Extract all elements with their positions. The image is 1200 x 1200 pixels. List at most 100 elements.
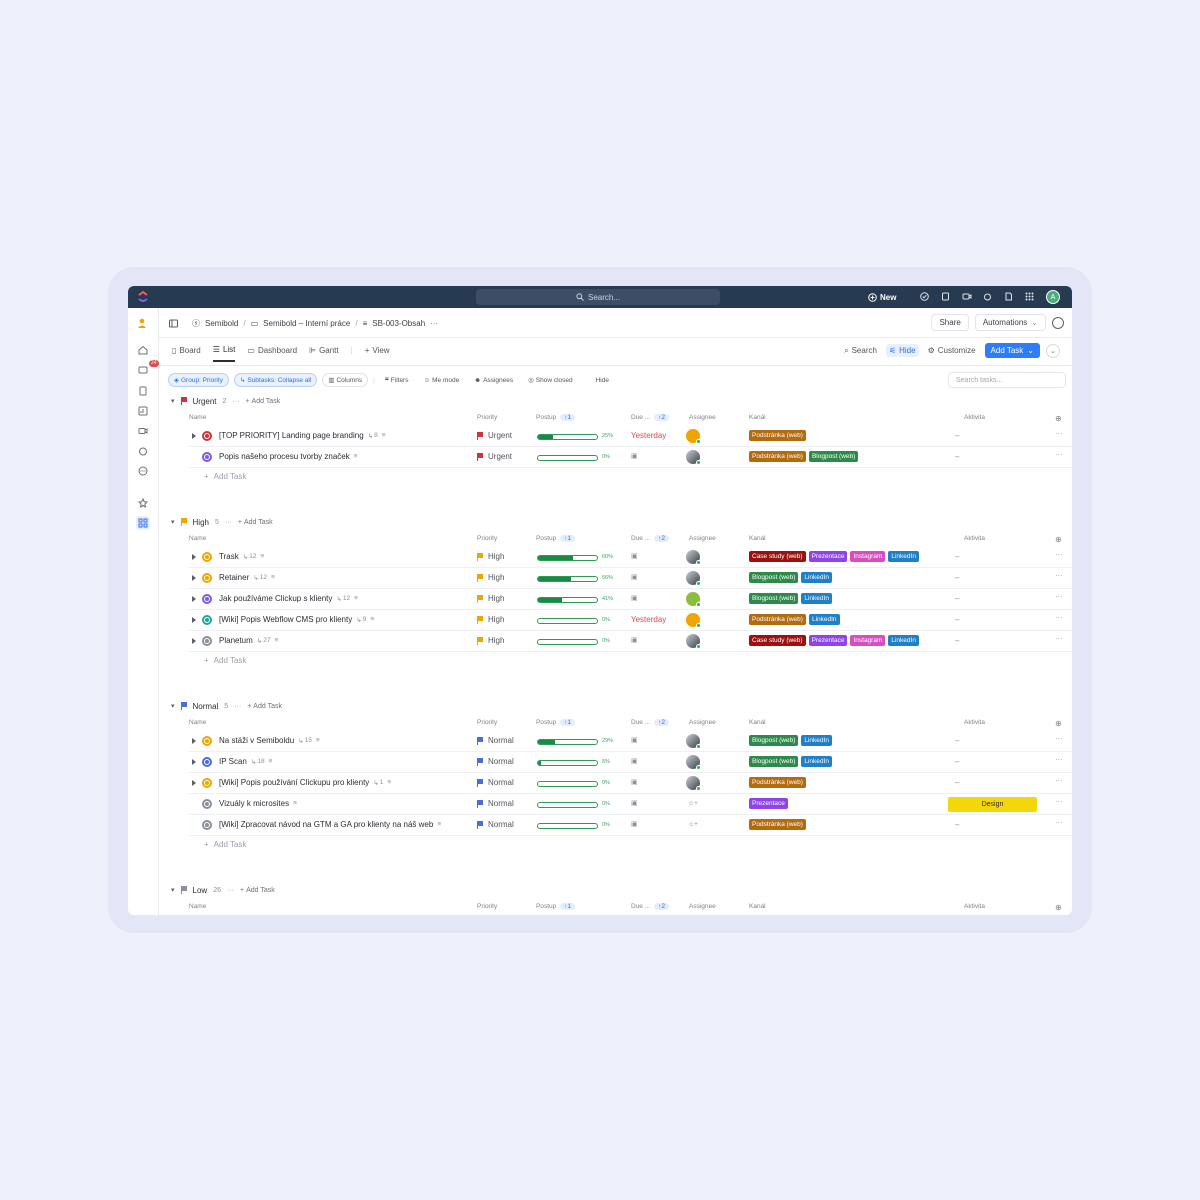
status-icon[interactable] [202,452,212,462]
task-name[interactable]: [Wiki] Zpracovat návod na GTM a GA pro k… [219,820,441,829]
more-icon[interactable]: ··· [227,886,234,894]
column-name[interactable]: Name [189,535,206,542]
channel-tag[interactable]: LinkedIn [801,572,832,583]
due-date-cell[interactable]: ▣ [631,736,638,744]
aktivita-value[interactable]: – [955,431,960,440]
status-icon[interactable] [202,594,212,604]
aktivita-value[interactable]: – [955,736,960,745]
assignee-avatar[interactable] [686,755,701,770]
breadcrumb-space[interactable]: Semibold [205,318,239,328]
expand-caret-icon[interactable] [192,575,196,581]
notepad-icon[interactable] [939,290,952,303]
expand-caret-icon[interactable] [192,759,196,765]
subtask-count[interactable]: ↳ 18 [251,758,265,766]
column-aktivita[interactable]: Aktivita [964,414,985,421]
channel-tags[interactable]: Blogpost (web) LinkedIn [749,572,832,583]
assignee-avatar[interactable] [686,450,701,465]
clips-icon[interactable] [136,424,150,438]
row-more-icon[interactable]: ··· [1055,755,1063,764]
new-button[interactable]: New [868,290,896,304]
column-kanal[interactable]: Kanál [749,903,766,910]
subtask-count[interactable]: ↳ 27 [257,637,271,645]
sort-indicator[interactable]: ↑2 [654,903,670,910]
tab-dashboard[interactable]: ▭ Dashboard [247,346,297,361]
expand-caret-icon[interactable] [192,596,196,602]
channel-tag[interactable]: Blogpost (web) [749,572,799,583]
column-due[interactable]: Due ... ↑2 [631,414,670,421]
row-more-icon[interactable]: ··· [1055,429,1063,438]
task-name[interactable]: [Wiki] Popis používání Clickupu pro klie… [219,778,391,787]
task-row[interactable]: Na stáži v Semiboldu ↳ 15 ≡ Normal 29% ▣ Blogpo… [189,731,1072,752]
row-more-icon[interactable]: ··· [1055,571,1063,580]
customize-button[interactable]: ⚙ Customize [925,344,979,357]
chevron-down-icon[interactable]: ▾ [171,519,175,526]
status-icon[interactable] [202,757,212,767]
priority-cell[interactable]: High [477,594,504,603]
channel-tag[interactable]: Podstránka (web) [749,451,806,462]
task-row[interactable]: Trask ↳ 12 ≡ High 60% ▣ Case study (web) Prezent… [189,547,1072,568]
task-row[interactable]: [TOP PRIORITY] Landing page branding ↳ 8 ≡ U… [189,426,1072,447]
column-kanal[interactable]: Kanál [749,414,766,421]
workspace-icon[interactable] [136,316,150,330]
column-due[interactable]: Due ... ↑2 [631,719,670,726]
due-date-cell[interactable]: ▣ [631,636,638,644]
channel-tags[interactable]: Podstránka (web) [749,430,806,441]
channel-tag[interactable]: Instagram [850,635,886,646]
column-aktivita[interactable]: Aktivita [964,903,985,910]
aktivita-value[interactable]: Design [948,797,1037,812]
channel-tag[interactable]: Instagram [850,551,886,562]
tab-list[interactable]: ☰ List [212,345,236,362]
add-task-row[interactable]: + Add Task [204,472,246,481]
channel-tag[interactable]: LinkedIn [801,756,832,767]
sort-indicator[interactable]: ↑1 [560,535,576,542]
channel-tag[interactable]: Prezentace [808,635,848,646]
priority-cell[interactable]: Urgent [477,431,512,440]
status-icon[interactable] [202,431,212,441]
assignee-avatar[interactable] [686,429,701,444]
columns-chip[interactable]: ▥ Columns [322,373,369,387]
column-aktivita[interactable]: Aktivita [964,535,985,542]
chevron-down-icon[interactable]: ⌄ [1027,346,1034,355]
add-task-row[interactable]: + Add Task [204,840,246,849]
aktivita-value[interactable]: – [955,594,960,603]
expand-caret-icon[interactable] [192,554,196,560]
row-more-icon[interactable]: ··· [1055,776,1063,785]
column-assignee[interactable]: Assignee [689,535,716,542]
more-icon[interactable]: ··· [232,397,240,405]
sort-indicator[interactable]: ↑2 [654,719,670,726]
expand-chevron-icon[interactable]: ⌄ [1046,343,1060,358]
global-search[interactable]: Search... [476,289,720,305]
column-priority[interactable]: Priority [477,535,497,542]
row-more-icon[interactable]: ··· [1055,734,1063,743]
column-assignee[interactable]: Assignee [689,903,716,910]
priority-cell[interactable]: High [477,615,504,624]
column-name[interactable]: Name [189,903,206,910]
column-priority[interactable]: Priority [477,414,497,421]
sort-indicator[interactable]: ↑2 [654,414,670,421]
priority-cell[interactable]: Normal [477,820,514,829]
chevron-down-icon[interactable]: ▾ [171,703,175,710]
group-add-task-button[interactable]: + Add Task [240,887,275,894]
subtask-count[interactable]: ↳ 12 [336,595,350,603]
status-icon[interactable] [202,573,212,583]
status-icon[interactable] [202,799,212,809]
status-icon[interactable] [202,615,212,625]
search-button[interactable]: ⌕ Search [841,344,880,358]
filters-chip[interactable]: ⩸ Filters [379,374,414,386]
column-postup[interactable]: Postup ↑1 [536,903,576,910]
channel-tag[interactable]: Podstránka (web) [749,614,806,625]
chevron-down-icon[interactable]: ▾ [171,887,175,894]
breadcrumb-folder[interactable]: Semibold – Interní práce [263,318,351,328]
due-date-cell[interactable]: ▣ [631,573,638,581]
channel-tag[interactable]: Blogpost (web) [749,735,799,746]
channel-tags[interactable]: Blogpost (web) LinkedIn [749,735,832,746]
timer-icon[interactable] [136,444,150,458]
priority-cell[interactable]: Urgent [477,452,512,461]
task-name[interactable]: Na stáži v Semiboldu ↳ 15 ≡ [219,736,320,745]
channel-tags[interactable]: Podstránka (web) LinkedIn [749,614,840,625]
home-icon[interactable] [136,343,150,357]
chat-icon[interactable] [1052,316,1064,329]
status-icon[interactable] [202,820,212,830]
task-row[interactable]: [Wiki] Popis používání Clickupu pro klie… [189,773,1072,794]
channel-tags[interactable]: Blogpost (web) LinkedIn [749,756,832,767]
